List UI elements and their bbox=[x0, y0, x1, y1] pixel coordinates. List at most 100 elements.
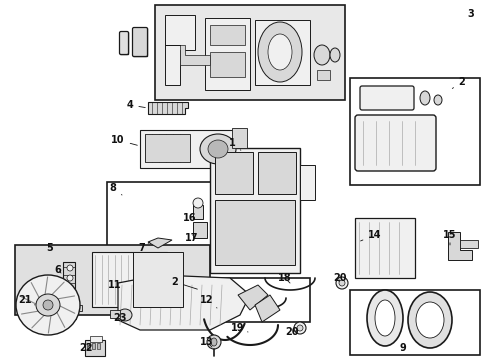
Bar bbox=[140, 130, 235, 168]
Text: 11: 11 bbox=[108, 280, 122, 290]
Text: 13: 13 bbox=[200, 337, 213, 347]
Polygon shape bbox=[164, 15, 195, 85]
Text: 1: 1 bbox=[228, 138, 241, 150]
Bar bbox=[316, 70, 329, 80]
Text: 20: 20 bbox=[285, 327, 298, 337]
Bar bbox=[120, 32, 128, 54]
Bar bbox=[195, 278, 309, 322]
Ellipse shape bbox=[293, 322, 305, 334]
Bar bbox=[90, 336, 102, 342]
Ellipse shape bbox=[366, 290, 402, 346]
Bar bbox=[258, 152, 295, 194]
Ellipse shape bbox=[16, 275, 80, 335]
Ellipse shape bbox=[267, 34, 291, 70]
Ellipse shape bbox=[433, 95, 441, 105]
Text: 17: 17 bbox=[185, 233, 198, 243]
Text: 10: 10 bbox=[111, 135, 137, 145]
Bar bbox=[155, 5, 345, 100]
Bar bbox=[193, 222, 206, 238]
Text: 15: 15 bbox=[442, 230, 456, 245]
Bar bbox=[209, 25, 244, 45]
Bar bbox=[107, 182, 222, 250]
Bar bbox=[145, 134, 190, 162]
Polygon shape bbox=[148, 238, 172, 248]
Ellipse shape bbox=[258, 22, 302, 82]
Text: 3: 3 bbox=[467, 9, 473, 19]
Ellipse shape bbox=[43, 300, 53, 310]
Bar bbox=[215, 152, 252, 194]
Ellipse shape bbox=[313, 45, 329, 65]
Bar bbox=[62, 305, 82, 311]
Ellipse shape bbox=[335, 277, 347, 289]
Bar bbox=[92, 252, 167, 307]
Polygon shape bbox=[164, 45, 209, 65]
Ellipse shape bbox=[210, 338, 217, 346]
FancyBboxPatch shape bbox=[199, 282, 208, 316]
FancyBboxPatch shape bbox=[359, 86, 413, 110]
Ellipse shape bbox=[36, 294, 60, 316]
Bar bbox=[209, 52, 244, 77]
Text: 18: 18 bbox=[278, 273, 291, 283]
Bar bbox=[354, 218, 414, 278]
Bar bbox=[212, 288, 231, 300]
Polygon shape bbox=[148, 102, 187, 114]
Ellipse shape bbox=[296, 325, 303, 331]
Bar bbox=[231, 128, 246, 148]
Text: 4: 4 bbox=[126, 100, 145, 110]
Polygon shape bbox=[238, 285, 267, 310]
Ellipse shape bbox=[338, 280, 345, 286]
Text: 9: 9 bbox=[399, 343, 406, 353]
Bar bbox=[193, 205, 203, 219]
Bar bbox=[212, 303, 229, 311]
Ellipse shape bbox=[67, 265, 73, 271]
Bar bbox=[63, 262, 75, 302]
Bar bbox=[62, 315, 76, 319]
Text: 2: 2 bbox=[451, 77, 465, 89]
Ellipse shape bbox=[419, 91, 429, 105]
Bar bbox=[97, 343, 100, 349]
Text: 22: 22 bbox=[79, 343, 93, 353]
Bar bbox=[85, 340, 105, 356]
Text: 2: 2 bbox=[171, 277, 197, 289]
FancyBboxPatch shape bbox=[119, 32, 128, 54]
Ellipse shape bbox=[415, 302, 443, 338]
Bar bbox=[133, 252, 183, 307]
Ellipse shape bbox=[207, 140, 227, 158]
Bar bbox=[349, 290, 479, 355]
Polygon shape bbox=[118, 275, 249, 330]
FancyBboxPatch shape bbox=[132, 27, 147, 57]
Text: 16: 16 bbox=[183, 213, 196, 223]
Bar bbox=[459, 240, 477, 248]
Text: 19: 19 bbox=[231, 323, 247, 333]
Bar bbox=[215, 200, 294, 265]
Ellipse shape bbox=[329, 48, 339, 62]
Polygon shape bbox=[204, 18, 249, 90]
Ellipse shape bbox=[206, 335, 221, 349]
Bar bbox=[349, 78, 479, 185]
Text: 20: 20 bbox=[332, 273, 346, 283]
Bar bbox=[209, 148, 299, 273]
Polygon shape bbox=[447, 232, 471, 260]
Ellipse shape bbox=[118, 309, 132, 321]
Text: 14: 14 bbox=[360, 230, 381, 241]
Ellipse shape bbox=[200, 134, 236, 164]
Text: 7: 7 bbox=[138, 242, 150, 253]
Polygon shape bbox=[254, 295, 280, 322]
Ellipse shape bbox=[67, 275, 73, 281]
Text: 6: 6 bbox=[55, 265, 61, 275]
Ellipse shape bbox=[407, 292, 451, 348]
Text: 5: 5 bbox=[46, 243, 53, 253]
Bar bbox=[133, 28, 147, 56]
Ellipse shape bbox=[374, 300, 394, 336]
Text: 8: 8 bbox=[109, 183, 122, 195]
Bar bbox=[110, 310, 120, 318]
Bar bbox=[299, 165, 314, 200]
Bar bbox=[87, 343, 90, 349]
Text: 12: 12 bbox=[200, 295, 217, 308]
Text: 23: 23 bbox=[113, 313, 126, 323]
Bar bbox=[15, 245, 209, 315]
FancyBboxPatch shape bbox=[354, 115, 435, 171]
Ellipse shape bbox=[193, 198, 203, 208]
Polygon shape bbox=[254, 20, 309, 85]
Bar bbox=[92, 343, 95, 349]
